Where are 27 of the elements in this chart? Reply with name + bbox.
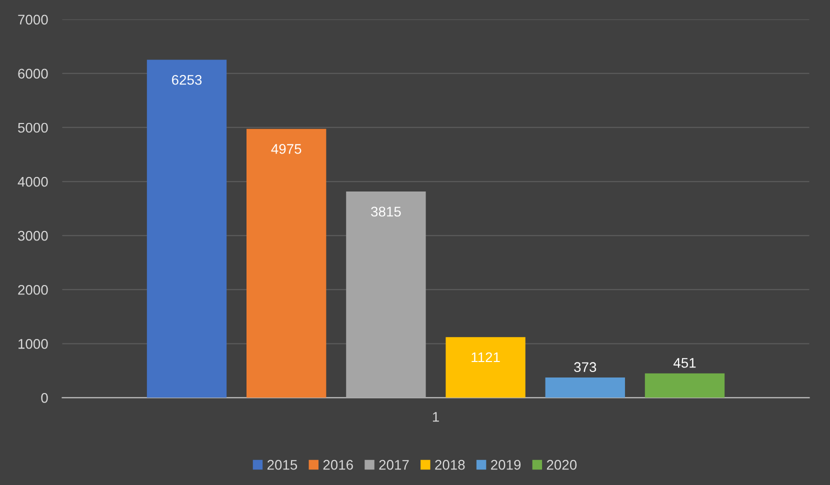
y-tick-label: 1000	[18, 338, 48, 349]
data-label: 1121	[472, 352, 500, 362]
y-tick-label: 4000	[18, 176, 48, 187]
data-label: 451	[673, 358, 696, 368]
y-tick-label: 7000	[18, 14, 48, 25]
bar	[545, 378, 625, 398]
y-tick-label: 5000	[18, 122, 48, 133]
data-label: 373	[574, 362, 596, 372]
data-label: 4975	[271, 144, 302, 154]
legend-label: 2018	[435, 460, 465, 470]
bar	[446, 337, 526, 398]
data-label: 6253	[172, 74, 202, 85]
bar	[146, 60, 227, 398]
bar	[246, 128, 326, 398]
legend-label: 2016	[323, 460, 353, 470]
bar	[346, 192, 426, 398]
y-tick-label: 6000	[18, 68, 48, 79]
y-tick-label: 3000	[18, 230, 48, 241]
data-label: 3815	[371, 206, 401, 217]
x-tick-label: 1	[432, 412, 439, 422]
bar	[644, 373, 725, 398]
legend-label: 2017	[379, 460, 409, 470]
legend-label: 2015	[267, 460, 298, 470]
legend-label: 2019	[491, 460, 521, 470]
y-tick-label: 2000	[18, 284, 48, 295]
y-tick-label: 0	[41, 393, 48, 403]
legend-label: 2020	[546, 460, 577, 470]
